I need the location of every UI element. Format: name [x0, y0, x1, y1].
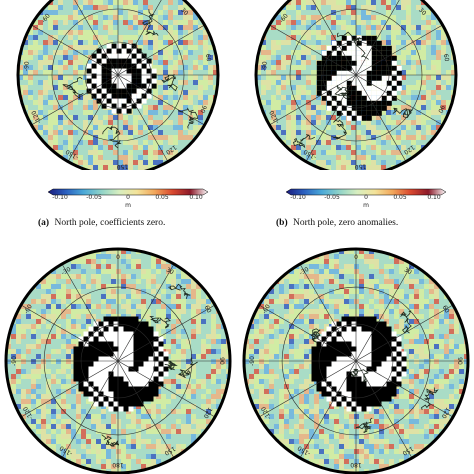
longitude-label: -60	[278, 12, 290, 24]
longitude-label: 0	[116, 254, 120, 261]
map-panel-c: -30 0 30 60 90 120 150 180 -150 -120 -90 -60	[2, 243, 234, 474]
longitude-label: 60	[204, 53, 212, 62]
longitude-label: 180	[112, 461, 124, 468]
longitude-label: 30	[417, 7, 427, 17]
longitude-label: -60	[23, 303, 34, 315]
longitude-label: 150	[354, 163, 366, 170]
map-frame	[242, 247, 470, 474]
longitude-label: 180	[350, 461, 362, 468]
caption-a-label: (a)	[38, 218, 50, 228]
pole-artifact	[73, 316, 169, 412]
longitude-label: -60	[40, 12, 52, 24]
colorbar-tick: -0.05	[324, 194, 340, 201]
longitude-label: -60	[261, 303, 272, 315]
longitude-label: 30	[179, 7, 189, 17]
longitude-label: 60	[441, 304, 451, 314]
coastlines	[62, 9, 198, 149]
colorbar-tick: 0	[126, 194, 130, 201]
longitude-label: 90	[436, 104, 445, 114]
longitude-label: 120	[202, 406, 214, 420]
pole-artifact	[316, 35, 402, 121]
longitude-label: 90	[218, 357, 225, 365]
longitude-label: 30	[165, 266, 175, 276]
longitude-label: 90	[456, 357, 463, 365]
colorbar-unit: m	[125, 202, 131, 209]
colorbar-gradient	[47, 188, 209, 196]
caption-a-text: North pole, coefficients zero.	[54, 218, 166, 228]
longitude-label: 60	[442, 53, 450, 62]
caption-a: (a) North pole, coefficients zero.	[38, 218, 165, 228]
longitude-label: 150	[163, 445, 177, 457]
colorbar-unit: m	[363, 202, 369, 209]
colorbar-tick: 0	[364, 194, 368, 201]
pole-artifact	[86, 43, 157, 114]
graticule	[256, 0, 456, 170]
anomaly-field	[256, 0, 456, 170]
map-panel-d: -30 0 30 60 90 120 150 180 -150 -120 -90 -60	[240, 243, 472, 474]
colorbar-tick: 0.10	[427, 194, 441, 201]
colorbar-tick: 0.05	[393, 194, 407, 201]
longitude-label: -30	[60, 266, 72, 277]
colorbar-tick: -0.10	[52, 194, 68, 201]
longitude-label: -90	[249, 356, 256, 366]
longitude-label: -30	[298, 266, 310, 277]
coastlines	[310, 310, 439, 433]
caption-b-label: (b)	[276, 218, 288, 228]
longitude-label: 0	[354, 254, 358, 261]
map-frame	[4, 247, 232, 474]
caption-b: (b) North pole, zero anomalies.	[276, 218, 398, 228]
longitude-label: 120	[440, 406, 452, 420]
map-frame	[254, 0, 458, 170]
longitude-label: 150	[116, 163, 128, 170]
map-panel-a: -150 -120 -90 -60 30 60 90 120 150	[8, 0, 228, 170]
graticule	[6, 249, 230, 473]
colorbar-b: -0.10 -0.05 0 0.05 0.10 m	[282, 185, 450, 209]
longitude-label: 30	[403, 266, 413, 276]
coastlines	[101, 283, 198, 447]
longitude-label: -90	[11, 356, 18, 366]
colorbar-tick: 0.10	[189, 194, 203, 201]
colorbar-tick: -0.10	[290, 194, 306, 201]
graticule	[18, 0, 218, 170]
longitude-label: 90	[198, 104, 207, 114]
longitude-label: -90	[261, 61, 269, 72]
colorbar-gradient	[285, 188, 447, 196]
colorbar-tick: -0.05	[86, 194, 102, 201]
map-panel-b: -150 -120 -90 -60 30 60 90 120 150	[246, 0, 466, 170]
map-frame	[16, 0, 220, 170]
longitude-label: -90	[23, 61, 31, 72]
colorbar-tick: 0.05	[155, 194, 169, 201]
colorbar-a: -0.10 -0.05 0 0.05 0.10 m	[44, 185, 212, 209]
longitude-label: 150	[401, 445, 415, 457]
caption-b-text: North pole, zero anomalies.	[293, 218, 399, 228]
coastlines	[293, 31, 414, 148]
longitude-label: 60	[203, 304, 213, 314]
anomaly-field	[6, 249, 230, 473]
